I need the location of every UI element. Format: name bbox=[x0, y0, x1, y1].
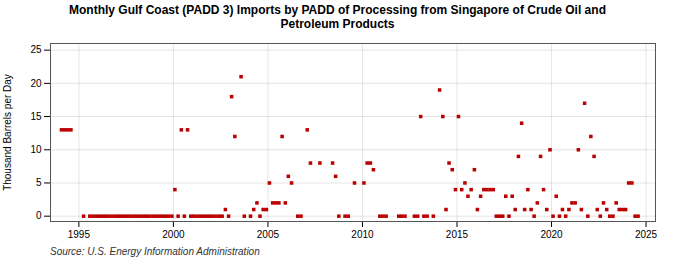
svg-text:2005: 2005 bbox=[257, 229, 280, 240]
svg-text:0: 0 bbox=[36, 210, 42, 221]
svg-text:5: 5 bbox=[36, 177, 42, 188]
svg-text:20: 20 bbox=[30, 78, 42, 89]
svg-text:15: 15 bbox=[30, 111, 42, 122]
svg-text:2010: 2010 bbox=[351, 229, 374, 240]
svg-text:2015: 2015 bbox=[446, 229, 469, 240]
html-text:Source: U.S. Energy Informatio: Source: U.S. Energy Information Administ… bbox=[50, 246, 260, 257]
svg-text:2020: 2020 bbox=[540, 229, 563, 240]
svg-text:2000: 2000 bbox=[162, 229, 185, 240]
html-text:Monthly Gulf Coast (PADD 3) Im: Monthly Gulf Coast (PADD 3) Imports by P… bbox=[69, 3, 606, 31]
svg-text:Thousand Barrels per Day: Thousand Barrels per Day bbox=[2, 74, 13, 191]
svg-text:25: 25 bbox=[30, 44, 42, 55]
svg-text:1995: 1995 bbox=[68, 229, 91, 240]
svg-text:2025: 2025 bbox=[635, 229, 658, 240]
svg-text:10: 10 bbox=[30, 144, 42, 155]
